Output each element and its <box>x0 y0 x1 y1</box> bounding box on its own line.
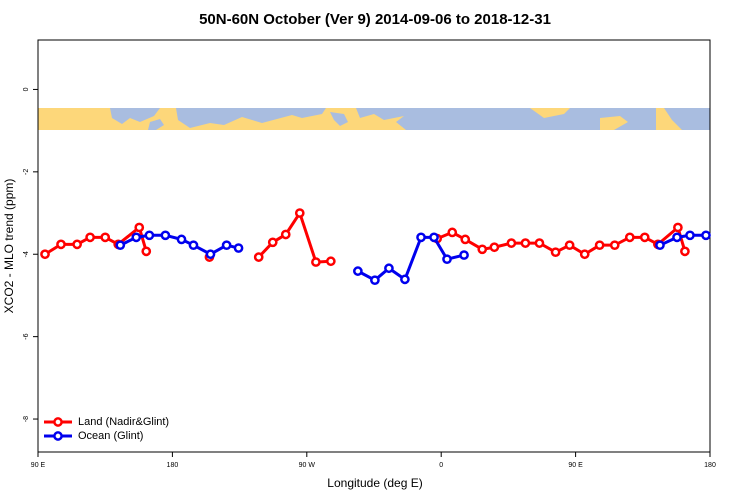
point <box>655 240 665 251</box>
point <box>579 249 590 260</box>
point <box>564 240 575 251</box>
point <box>701 230 711 241</box>
x-tick-label: 180 <box>167 462 179 469</box>
point <box>56 239 66 250</box>
point <box>353 266 363 276</box>
point <box>639 232 650 243</box>
point <box>160 230 171 241</box>
point <box>40 249 50 260</box>
point <box>188 240 199 251</box>
point <box>624 232 635 243</box>
y-tick-label: -8 <box>23 416 30 422</box>
point <box>267 237 278 248</box>
x-tick-label: 180 <box>704 462 716 469</box>
legend-label: Land (Nadir&Glint) <box>78 416 169 428</box>
point <box>594 240 605 251</box>
point <box>506 238 517 248</box>
point <box>115 240 126 251</box>
x-axis-label: Longitude (deg E) <box>327 476 422 490</box>
legend-label: Ocean (Glint) <box>78 430 143 442</box>
point <box>280 229 291 240</box>
point <box>294 208 305 218</box>
point <box>459 250 469 260</box>
x-tick-label: 90 W <box>299 462 316 469</box>
point <box>311 257 321 267</box>
x-tick-label: 0 <box>439 462 443 469</box>
plot-frame <box>37 39 711 453</box>
point <box>534 238 545 248</box>
point <box>520 238 531 248</box>
point <box>85 232 95 243</box>
point <box>100 232 111 243</box>
x-tick-label: 90 E <box>568 462 583 469</box>
point <box>460 234 471 245</box>
point <box>477 244 488 255</box>
point <box>131 232 142 243</box>
point <box>429 232 439 243</box>
point <box>144 230 155 241</box>
point <box>134 222 145 233</box>
y-tick-label: 0 <box>23 87 30 91</box>
chart-title: 50N-60N October (Ver 9) 2014-09-06 to 20… <box>199 11 551 28</box>
point <box>233 243 244 253</box>
point <box>384 263 394 274</box>
point <box>370 275 380 286</box>
point <box>253 252 264 262</box>
legend-marker <box>53 417 63 427</box>
x-tick-label: 90 E <box>31 462 46 469</box>
y-axis-label: XCO2 - MLO trend (ppm) <box>2 179 16 314</box>
y-tick-label: -2 <box>23 169 30 175</box>
point <box>609 240 620 251</box>
point <box>685 230 695 241</box>
point <box>672 232 682 243</box>
map-band <box>38 108 710 130</box>
point <box>673 222 683 233</box>
point <box>325 256 336 267</box>
point <box>550 247 561 258</box>
point <box>176 234 187 245</box>
legend: Land (Nadir&Glint) Ocean (Glint) <box>44 416 169 442</box>
y-tick-label: -6 <box>23 333 30 339</box>
point <box>72 239 82 250</box>
point <box>205 249 216 260</box>
point <box>442 254 452 265</box>
point <box>489 242 500 253</box>
point <box>141 246 152 257</box>
point <box>400 274 410 285</box>
point <box>416 232 426 243</box>
point <box>221 240 232 251</box>
y-tick-label: -4 <box>23 251 30 257</box>
point <box>680 246 690 257</box>
legend-marker <box>53 431 63 441</box>
point <box>447 227 458 238</box>
